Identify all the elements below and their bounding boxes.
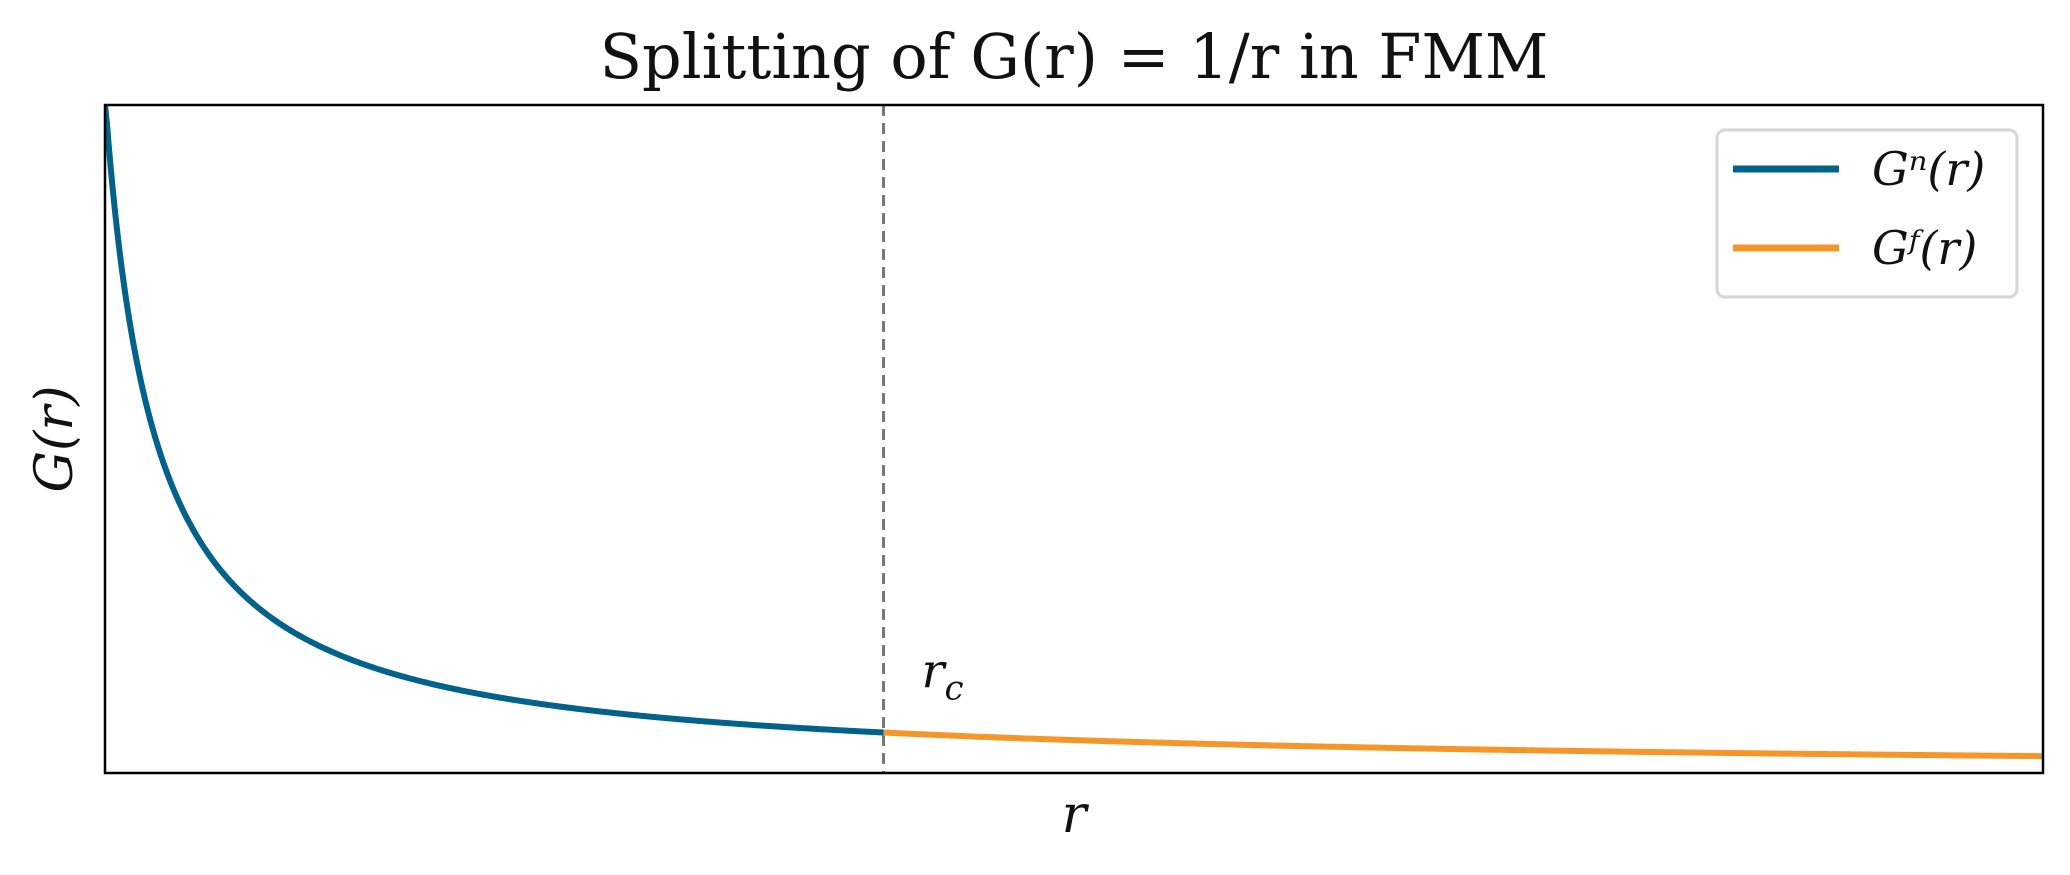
legend-label-far: Gᶠ(r) — [1872, 221, 1977, 275]
series-far-field-line — [883, 729, 2043, 760]
series-near-field-line — [105, 105, 885, 736]
legend: Gⁿ(r) Gᶠ(r) — [1715, 128, 2019, 299]
cutoff-label: rc — [922, 644, 964, 709]
chart-title: Splitting of G(r) = 1/r in FMM — [600, 20, 1549, 93]
plot-area — [105, 105, 2043, 773]
plot-frame — [103, 103, 2045, 775]
x-axis-label: r — [1062, 785, 1090, 845]
y-axis-label: G(r) — [25, 386, 85, 493]
legend-label-near: Gⁿ(r) — [1872, 142, 1985, 196]
